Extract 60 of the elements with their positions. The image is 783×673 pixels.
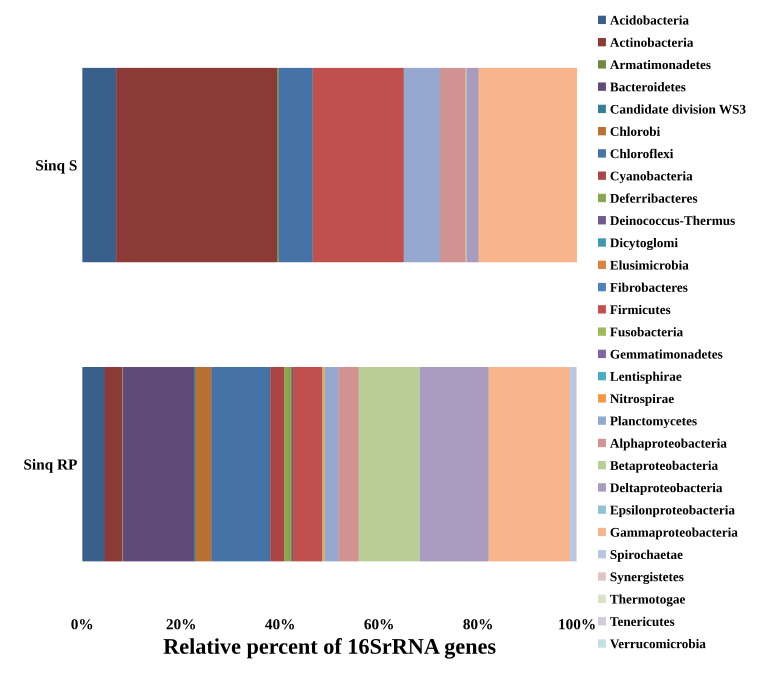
legend-label: Gammaproteobacteria [610, 527, 738, 540]
x-tick-label: 40% [265, 619, 294, 630]
bar [358, 366, 420, 562]
x-tick-label: 80% [463, 619, 492, 630]
legend-label: Armatimonadetes [610, 60, 711, 70]
x-tick-label: 20% [166, 619, 196, 630]
legend-label: Verrucomicrobia [610, 638, 706, 648]
legend-label: Fibrobacteres [610, 282, 688, 292]
bar [211, 366, 270, 562]
bar [488, 366, 570, 562]
legend-label: Fusobacteria [610, 327, 683, 336]
legend-label: Epsilonproteobacteria [610, 505, 735, 518]
legend-label: Gemmatimonadetes [610, 349, 722, 359]
bar [420, 366, 488, 562]
bar [122, 366, 194, 562]
bar [478, 68, 578, 262]
legend-label: Alphaproteobacteria [610, 438, 727, 450]
legend-label: Bacteroidetes [610, 82, 686, 92]
bar [404, 68, 440, 262]
x-axis-title: Relative percent of 16SrRNA genes [164, 638, 496, 659]
legend-label: Planctomycetes [610, 416, 697, 428]
bar [82, 366, 104, 562]
legend-label: Firmicutes [610, 304, 670, 314]
legend-label: Lentisphirae [610, 372, 682, 384]
legend-label: Actinobacteria [610, 38, 694, 47]
legend-label: Deltaproteobacteria [610, 482, 722, 495]
y-tick-label: Sinq S [36, 160, 77, 174]
bar [278, 68, 313, 262]
bar [570, 366, 577, 562]
y-tick-label: Sinq RP [24, 458, 77, 473]
bar [440, 68, 466, 262]
legend-label: Synergistetes [610, 572, 684, 584]
bar [284, 366, 292, 562]
legend-label: Acidobacteria [610, 15, 689, 25]
x-tick-label: 100% [559, 619, 595, 630]
legend-label: Dicytoglomi [610, 238, 678, 250]
bar [104, 366, 122, 562]
legend-label: Cyanobacteria [610, 171, 693, 184]
legend-label: Deinococcus-Thermus [610, 216, 735, 226]
x-tick-label: 0% [71, 619, 92, 630]
bar [324, 366, 339, 562]
legend-label: Betaproteobacteria [610, 460, 718, 473]
legend-label: Thermotogae [610, 594, 686, 606]
legend-label: Elusimicrobia [610, 260, 689, 270]
legend-label: Tenericutes [610, 616, 674, 626]
bar [196, 366, 212, 562]
bar [466, 68, 479, 262]
bar [293, 366, 322, 562]
bar [338, 366, 359, 562]
legend-label: Deferribacteres [610, 193, 698, 203]
legend-label: Nitrospirae [610, 394, 674, 406]
bar [270, 366, 284, 562]
legend-label: Candidate division WS3 [610, 104, 746, 114]
bar [312, 68, 404, 262]
bar [116, 68, 278, 262]
legend-label: Chloroflexi [610, 148, 674, 158]
x-tick-label: 60% [364, 619, 393, 630]
bar [82, 68, 116, 262]
legend-label: Chlorobi [610, 126, 660, 136]
legend-label: Spirochaetae [610, 550, 683, 562]
